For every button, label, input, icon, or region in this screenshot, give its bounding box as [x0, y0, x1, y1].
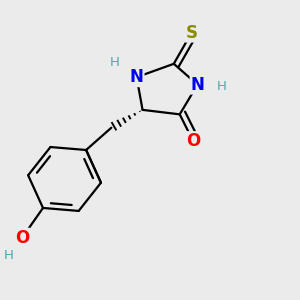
Text: H: H [110, 56, 119, 69]
Text: H: H [4, 249, 14, 262]
Text: N: N [190, 76, 205, 94]
Text: N: N [130, 68, 144, 86]
Text: S: S [186, 24, 198, 42]
Text: O: O [15, 229, 29, 247]
Text: O: O [186, 132, 200, 150]
Text: H: H [216, 80, 226, 93]
